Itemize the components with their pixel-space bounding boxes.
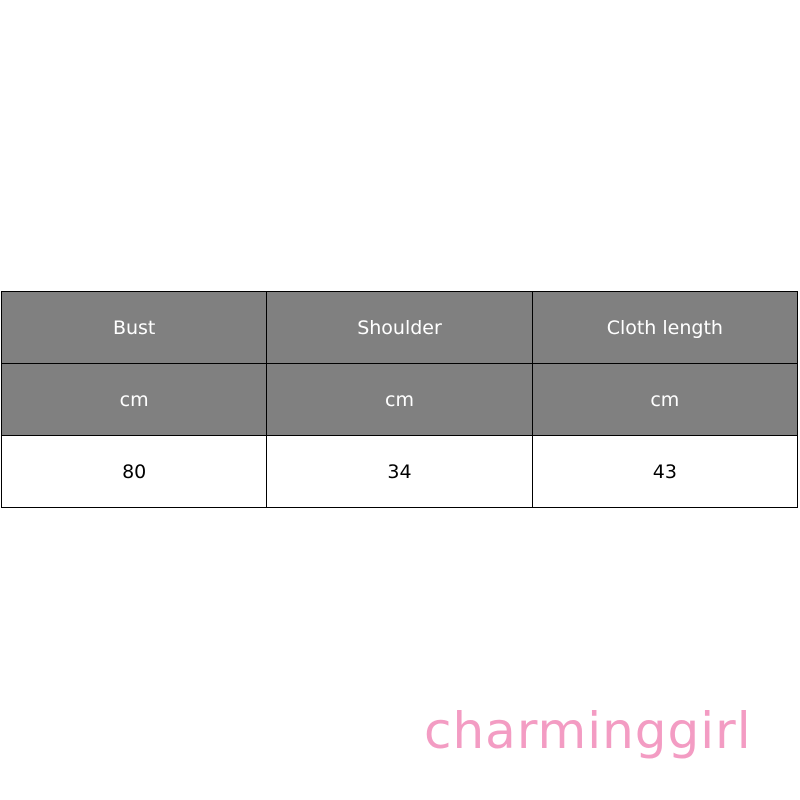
unit-bust: cm: [0, 363, 268, 436]
value-bust: 80: [0, 435, 268, 508]
value-shoulder: 34: [266, 435, 533, 508]
unit-cloth-length: cm: [531, 363, 799, 436]
brand-logo: charminggirl: [424, 702, 752, 760]
value-cloth-length: 43: [531, 435, 799, 508]
unit-row: cm cm cm: [0, 363, 799, 436]
value-row: 80 34 43: [0, 435, 799, 508]
header-cloth-length: Cloth length: [531, 291, 799, 364]
header-bust: Bust: [0, 291, 268, 364]
header-row: Bust Shoulder Cloth length: [0, 291, 799, 364]
size-chart-table: Bust Shoulder Cloth length cm cm cm 80 3…: [0, 291, 799, 508]
unit-shoulder: cm: [266, 363, 533, 436]
header-shoulder: Shoulder: [266, 291, 533, 364]
